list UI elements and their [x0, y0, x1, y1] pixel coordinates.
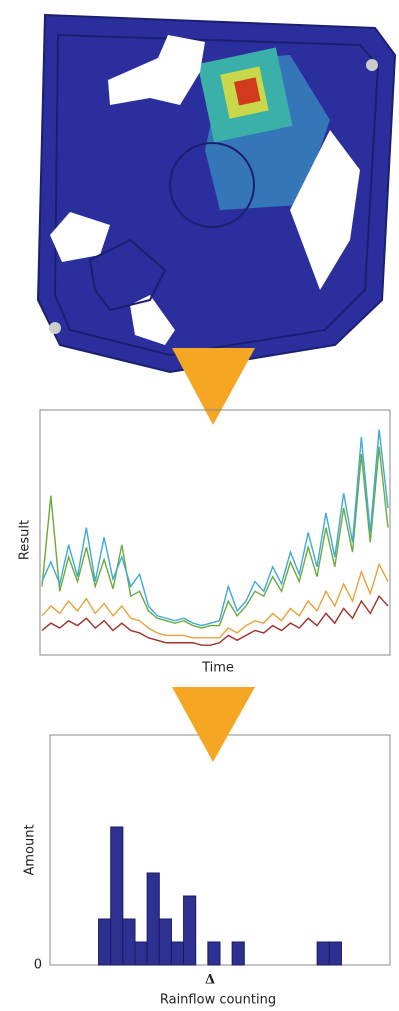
- line-series: [42, 430, 388, 626]
- x-axis-label: Rainflow counting: [160, 993, 276, 1008]
- figure: 0 Result Time Amount Δ Rainflow counting: [0, 0, 399, 1011]
- fem-model: [38, 15, 395, 372]
- arrow: [172, 348, 255, 425]
- y-tick-label: 0: [34, 958, 42, 973]
- bar: [171, 942, 183, 965]
- arrow: [172, 687, 255, 762]
- bar: [123, 919, 135, 965]
- y-axis-label: Amount: [23, 824, 38, 875]
- bar: [208, 942, 220, 965]
- bar: [184, 896, 196, 965]
- bar: [159, 919, 171, 965]
- bar: [135, 942, 147, 965]
- bar: [111, 827, 123, 965]
- bar: [232, 942, 244, 965]
- x-axis-label: Time: [201, 661, 234, 676]
- y-axis-label: Result: [18, 520, 33, 560]
- annotation: Δ: [205, 973, 215, 988]
- bar: [147, 873, 159, 965]
- bar: [99, 919, 111, 965]
- bar: [329, 942, 341, 965]
- bar: [317, 942, 329, 965]
